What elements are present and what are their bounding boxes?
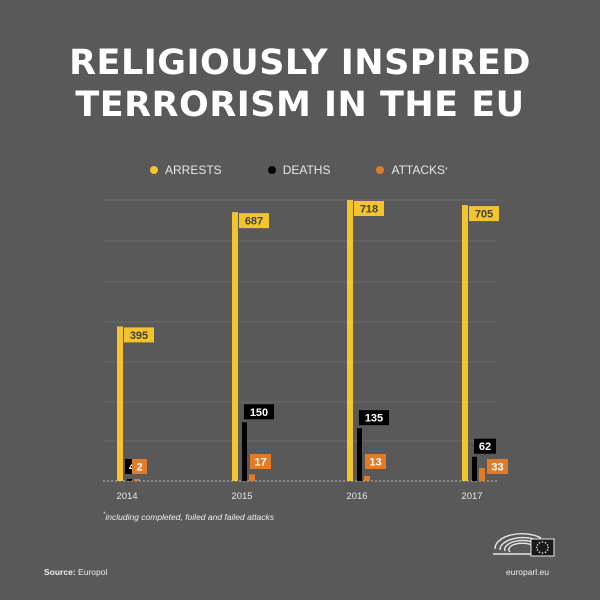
bar-deaths-2015: [242, 422, 247, 481]
bar-deaths-2017: [472, 456, 477, 481]
data-label-box-attacks-2017: [487, 459, 508, 474]
data-label-box-arrests-2015: [239, 213, 269, 229]
legend-dot-deaths: [267, 166, 276, 174]
bar-attacks-2014: [134, 479, 140, 481]
legend-item-arrests: ARRESTS: [150, 163, 222, 177]
data-label-attacks-2014: 2: [136, 462, 142, 474]
data-label-box-deaths-2017: [474, 438, 496, 454]
chart-title-line2: TERRORISM IN THE EU: [75, 85, 525, 125]
data-label-deaths-2015: 150: [250, 407, 268, 419]
data-label-box-attacks-2014: [132, 459, 147, 474]
bar-deaths-2014: [127, 479, 132, 481]
bar-arrests-2016: [347, 200, 353, 481]
legend-item-attacks: ATTACKS *: [376, 163, 448, 177]
bar-attacks-2016: [364, 475, 370, 481]
data-label-box-deaths-2016: [359, 410, 389, 426]
footnote: *including completed, foiled and failed …: [103, 512, 274, 522]
data-label-box-arrests-2016: [354, 201, 384, 216]
legend-dot-attacks: [376, 166, 385, 174]
data-label-attacks-2015: 17: [254, 457, 266, 469]
chart-title-line1: RELIGIOUSLY INSPIRED: [69, 43, 531, 83]
legend: ARRESTS DEATHS ATTACKS *: [150, 163, 494, 177]
data-label-deaths-2017: 62: [479, 441, 491, 453]
data-label-box-deaths-2015: [244, 404, 274, 420]
source: Source: Europol: [44, 567, 107, 577]
footnote-marker: *: [103, 512, 106, 519]
legend-dot-arrests: [150, 166, 158, 174]
data-label-box-arrests-2014: [124, 327, 154, 343]
x-tick-label-2015: 2015: [231, 491, 252, 502]
data-label-arrests-2015: 687: [245, 216, 263, 228]
data-label-attacks-2016: 13: [369, 457, 381, 469]
legend-item-deaths: DEATHS: [267, 163, 331, 177]
bar-arrests-2014: [117, 326, 123, 481]
bar-attacks-2017: [479, 468, 485, 481]
legend-label-deaths: DEATHS: [282, 163, 331, 177]
source-value: Europol: [78, 567, 108, 577]
x-tick-label-2017: 2017: [461, 491, 482, 502]
bar-deaths-2016: [357, 428, 362, 481]
bar-attacks-2015: [249, 474, 255, 481]
data-label-arrests-2017: 705: [475, 209, 493, 221]
source-label: Source:: [44, 567, 76, 577]
footnote-text: including completed, foiled and failed a…: [105, 512, 275, 522]
data-label-attacks-2017: 33: [491, 462, 503, 474]
legend-label-arrests: ARRESTS: [165, 163, 222, 177]
data-label-arrests-2016: 718: [360, 204, 378, 216]
legend-attacks-marker: *: [445, 166, 448, 174]
data-label-deaths-2016: 135: [365, 413, 383, 425]
data-label-arrests-2014: 395: [130, 330, 148, 342]
european-parliament-logo-icon: [493, 532, 555, 557]
legend-label-attacks: ATTACKS: [391, 163, 446, 177]
bar-arrests-2017: [462, 205, 468, 481]
site-url: europarl.eu: [506, 567, 550, 577]
bar-arrests-2015: [232, 212, 238, 481]
data-label-box-attacks-2015: [250, 454, 271, 469]
data-label-box-attacks-2016: [365, 454, 386, 469]
data-label-box-arrests-2017: [469, 206, 499, 222]
x-tick-label-2016: 2016: [346, 491, 367, 502]
x-tick-label-2014: 2014: [116, 491, 137, 502]
